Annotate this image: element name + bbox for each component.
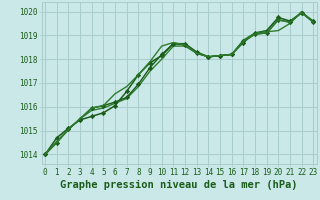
X-axis label: Graphe pression niveau de la mer (hPa): Graphe pression niveau de la mer (hPa) xyxy=(60,180,298,190)
